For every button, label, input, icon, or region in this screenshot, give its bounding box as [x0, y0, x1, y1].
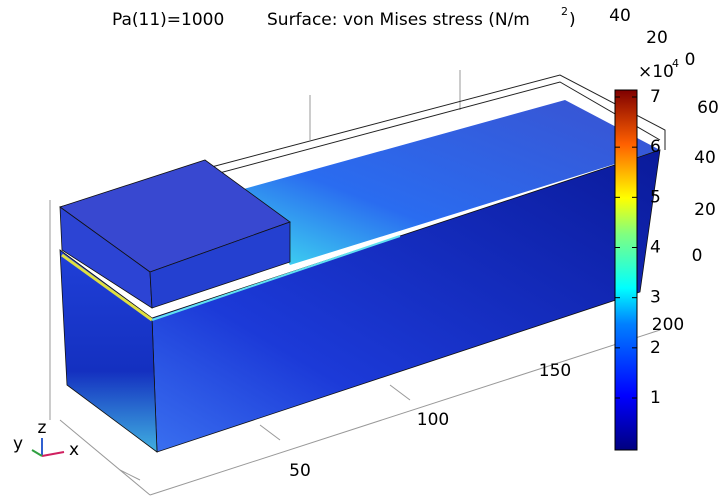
triad-label: y	[13, 434, 23, 454]
x-tick-label: 200	[652, 315, 684, 335]
colorbar	[615, 90, 637, 450]
z-tick-label: 20	[646, 28, 668, 48]
title-exponent: 2	[561, 5, 568, 18]
colorbar-tick-label: 4	[650, 238, 661, 258]
x-tick-label: 150	[539, 361, 571, 381]
title-parameter: Pa(11)=1000	[112, 10, 224, 30]
colorbar-tick-label: 7	[650, 87, 661, 107]
z-tick-label: 40	[609, 6, 631, 26]
colorbar-multiplier: ×10	[638, 62, 674, 82]
triad-label: z	[38, 418, 47, 438]
z-tick-label: 0	[685, 50, 696, 70]
y-tick-label: 20	[694, 200, 716, 220]
viewport: ×10 4 1234567 50 100 150 200 0 20 40 60 …	[0, 0, 725, 497]
y-tick-label: 40	[694, 148, 716, 168]
colorbar-exponent: 4	[672, 57, 679, 70]
y-tick-label: 0	[692, 246, 703, 266]
title-close: )	[569, 10, 576, 30]
colorbar-tick-label: 6	[650, 137, 661, 157]
y-tick-label: 60	[697, 98, 719, 118]
triad-label: x	[69, 440, 79, 460]
colorbar-tick-label: 3	[650, 288, 661, 308]
colorbar-tick-label: 5	[650, 187, 661, 207]
colorbar-tick-label: 1	[650, 388, 661, 408]
axis-triad: z x y	[13, 418, 79, 460]
title-quantity: Surface: von Mises stress (N/m	[267, 10, 530, 30]
plot: ×10 4 1234567 50 100 150 200 0 20 40 60 …	[0, 0, 725, 497]
x-tick-label: 50	[289, 461, 311, 481]
x-tick-label: 100	[417, 410, 449, 430]
colorbar-tick-label: 2	[650, 338, 661, 358]
